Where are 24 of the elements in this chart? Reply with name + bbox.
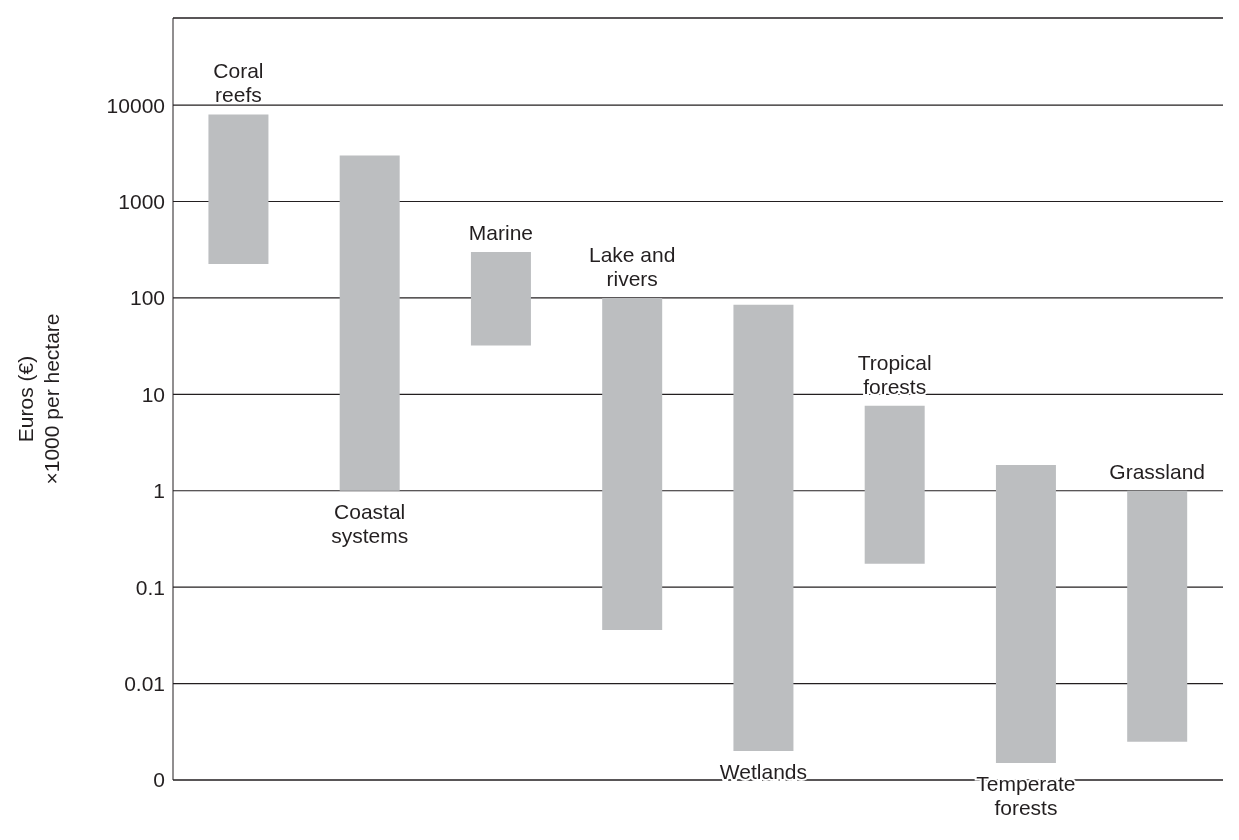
y-axis-title: Euros (€) ×1000 per hectare bbox=[14, 313, 63, 485]
x-tick-label: Lake and rivers bbox=[588, 242, 676, 290]
x-tick-label: Marine bbox=[468, 220, 534, 244]
y-tick-label: 1000 bbox=[118, 189, 165, 213]
y-tick-label: 10 bbox=[141, 382, 165, 406]
x-tick-label: Wetlands bbox=[719, 759, 808, 783]
bar bbox=[208, 114, 269, 264]
bar bbox=[995, 464, 1056, 764]
x-tick-label: Coral reefs bbox=[213, 59, 264, 107]
y-tick-label: 10000 bbox=[106, 93, 165, 117]
y-tick-label: 100 bbox=[129, 286, 165, 310]
y-tick-label: 1 bbox=[153, 479, 165, 503]
bar bbox=[602, 297, 663, 630]
bar bbox=[733, 304, 794, 751]
x-tick-label: Coastal systems bbox=[331, 499, 409, 547]
bar bbox=[1127, 490, 1188, 742]
bar bbox=[470, 251, 531, 346]
y-tick-label: 0 bbox=[153, 768, 165, 792]
bar bbox=[864, 405, 925, 564]
x-tick-label: Grassland bbox=[1109, 459, 1206, 483]
x-tick-label: Tropical forests bbox=[857, 350, 932, 398]
bar bbox=[339, 155, 400, 491]
y-tick-label: 0.01 bbox=[124, 672, 165, 696]
y-tick-label: 0.1 bbox=[135, 575, 165, 599]
